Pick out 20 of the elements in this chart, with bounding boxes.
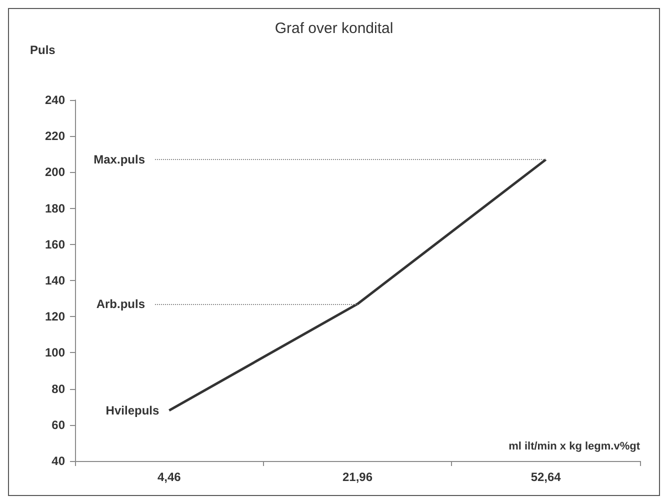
ref-line-label: Arb.puls	[96, 296, 146, 311]
x-tick-label: 52,64	[530, 470, 562, 484]
annotation: Hvilepuls	[106, 403, 160, 418]
x-tick-label: 4,46	[157, 470, 182, 484]
y-tick-label: 160	[44, 237, 66, 252]
y-axis-title: Puls	[30, 43, 56, 57]
y-tick-label: 80	[52, 382, 66, 396]
y-tick-label: 40	[52, 454, 66, 468]
y-tick-label: 240	[44, 93, 66, 107]
y-tick-label: 200	[44, 165, 66, 180]
y-tick-label: 60	[52, 418, 66, 432]
ref-line-label: Max.puls	[94, 152, 146, 167]
chart-title: Graf over kondital	[274, 20, 394, 37]
y-tick-label: 180	[44, 201, 66, 216]
y-tick-label: 120	[44, 310, 66, 324]
y-tick-label: 140	[44, 274, 66, 288]
y-tick-label: 220	[44, 129, 66, 144]
x-tick-label: 21,96	[342, 470, 373, 484]
y-tick-label: 100	[44, 346, 66, 360]
x-axis-title: ml ilt/min x kg legm.v%gt	[508, 440, 640, 452]
